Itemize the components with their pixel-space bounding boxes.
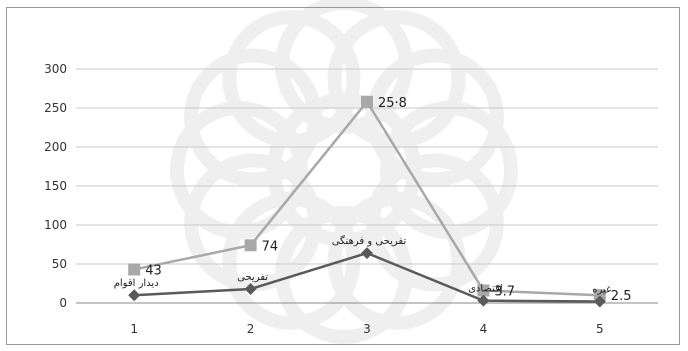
data-labels: 43 74 25·8 3.7 2.5 دیدار اقوام تفریحی تفریحی و …	[114, 96, 632, 304]
x-tick-label: 1	[130, 322, 138, 336]
watermark-petal	[222, 191, 361, 330]
x-tick-label: 2	[247, 322, 255, 336]
y-tick-label: 50	[52, 257, 67, 271]
square-point	[477, 284, 490, 297]
watermark-petal	[275, 206, 413, 344]
watermark-petal	[222, 10, 361, 149]
value-label: 2.5	[611, 289, 632, 304]
chart-frame	[6, 7, 680, 345]
watermark-petal	[365, 153, 504, 292]
gridlines	[76, 68, 658, 304]
square-point	[244, 239, 257, 252]
category-label: تفریحی و فرهنگی	[332, 235, 407, 247]
watermark-petal	[365, 48, 504, 187]
value-label: 25·8	[378, 96, 407, 111]
x-axis-ticks: 1 2 3 4 5	[130, 322, 603, 336]
square-point	[128, 263, 141, 276]
y-axis-ticks: 0 50 100 150 200 250 300	[44, 62, 67, 310]
x-tick-label: 3	[363, 322, 371, 336]
y-tick-label: 200	[44, 140, 67, 154]
diamond-point	[128, 289, 141, 302]
value-label: 74	[262, 239, 279, 254]
watermark-core	[267, 93, 421, 247]
watermark-petal	[327, 191, 466, 330]
x-tick-label: 5	[596, 322, 604, 336]
square-point	[361, 95, 373, 108]
diamond-point	[593, 295, 606, 308]
diamond-point	[361, 247, 373, 260]
y-tick-label: 250	[44, 101, 67, 115]
x-tick-label: 4	[480, 322, 488, 336]
y-tick-label: 0	[59, 296, 67, 310]
category-label: اقتصادی	[468, 284, 503, 295]
y-tick-label: 300	[44, 62, 67, 76]
watermark-petal	[275, 0, 413, 134]
value-label: 3.7	[494, 285, 515, 300]
y-tick-label: 150	[44, 179, 67, 193]
watermark-petal	[184, 48, 323, 187]
watermark-emblem	[170, 0, 518, 344]
watermark-petal	[327, 10, 466, 149]
diamond-point	[244, 282, 257, 295]
value-label: 43	[145, 263, 162, 278]
watermark-petal	[184, 153, 323, 292]
category-label: تفریحی	[237, 272, 268, 283]
category-label: غیره	[592, 284, 611, 295]
square-point	[593, 289, 606, 302]
series-markers	[128, 95, 606, 308]
diamond-point	[477, 294, 490, 307]
y-tick-label: 100	[44, 218, 67, 232]
category-label: دیدار اقوام	[114, 278, 159, 289]
